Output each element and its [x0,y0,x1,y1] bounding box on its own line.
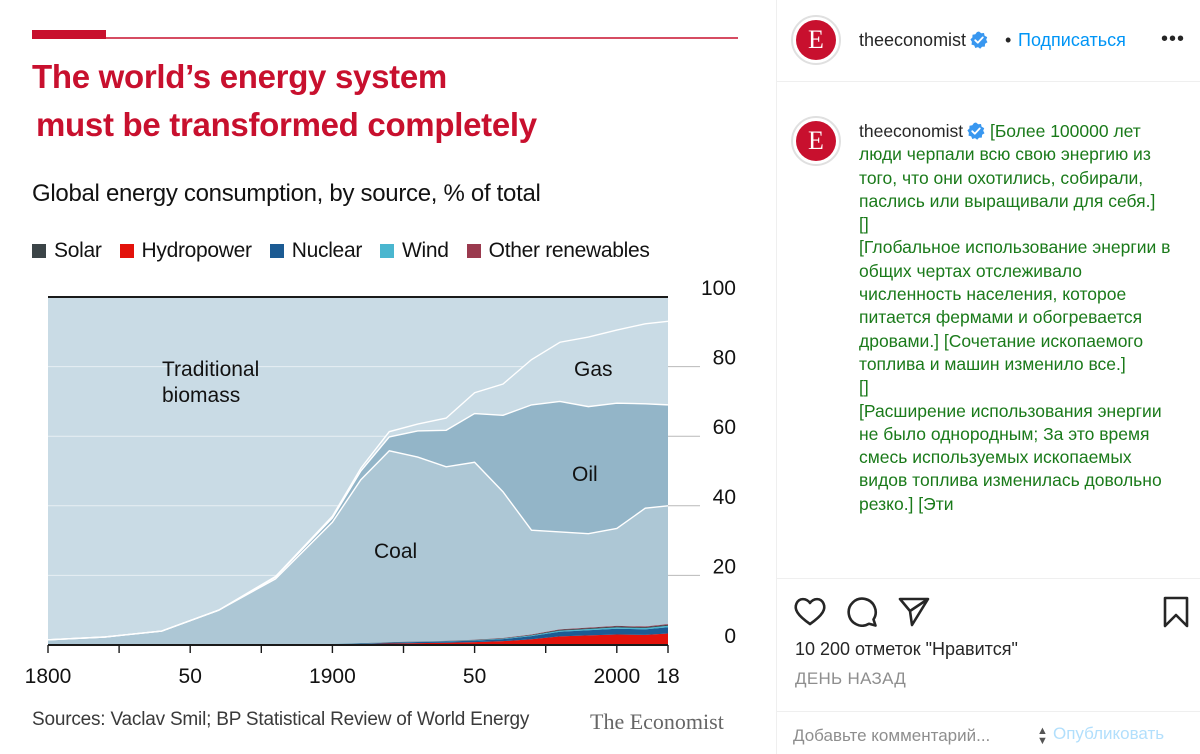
bookmark-icon[interactable] [1161,595,1191,629]
comment-bar: ▲▼ Опубликовать [777,711,1200,748]
brand-logo-text: The Economist [590,709,724,734]
header-separator-dot: • [1005,30,1012,50]
area-label-coal: Coal [374,540,417,563]
verified-badge-icon [970,31,988,49]
post-sidebar: E theeconomist • Подписаться ••• E theec… [776,0,1200,754]
caption-verified-badge-icon [967,122,985,140]
area-label-gas: Gas [574,358,613,381]
legend-wind: Wind [380,239,449,263]
plot-area: 100 80 60 40 20 0 1800 50 1900 50 2000 18 Traditiona… [25,277,736,688]
legend-swatch-solar [32,244,46,258]
heart-icon[interactable] [793,595,827,627]
comment-input[interactable] [793,724,1033,748]
area-hydropower [48,633,668,645]
x-tick-label: 50 [179,665,202,688]
legend-swatch-wind [380,244,395,258]
top-accent-bar [32,30,106,39]
avatar[interactable]: E [791,15,841,65]
post-header: E theeconomist • Подписаться ••• [777,0,1200,82]
x-tick-label: 18 [656,665,679,688]
caption-avatar[interactable]: E [791,116,841,166]
x-tick-label: 1900 [309,665,356,688]
publish-button[interactable]: Опубликовать [1053,724,1165,743]
legend-label-nuclear: Nuclear [291,239,363,262]
area-coal [48,450,668,645]
chart-image: 100 80 60 40 20 0 1800 50 1900 50 2000 18 Traditiona… [24,30,738,734]
chart-sources: Sources: Vaclav Smil; BP Statistical Rev… [32,709,530,730]
legend-hydropower: Hydropower [119,239,253,263]
boundary-gas [47,320,669,641]
caption-body: [Более 100000 лет люди черпали всю свою … [859,121,1171,514]
caption-avatar-letter: E [796,121,836,161]
legend-label-wind: Wind [402,239,449,262]
more-options-icon[interactable]: ••• [1161,28,1186,50]
legend-solar: Solar [32,239,102,263]
comment-icon[interactable] [845,595,879,627]
y-tick-label: 0 [724,625,736,648]
area-label-biomass: biomass [162,384,240,407]
legend-label-other-renewables: Other renewables [488,239,650,262]
headline-line-1: The world’s energy system [32,58,447,95]
action-bar: 10 200 отметок "Нравится" ДЕНЬ НАЗАД ▲▼ … [777,578,1200,748]
y-tick-label: 20 [713,555,736,578]
scroll-arrows-icon[interactable]: ▲ ▼ [1037,725,1048,747]
x-tick-label: 50 [463,665,486,688]
chart-legend: Solar Hydropower Nuclear Wind Other rene… [32,239,668,263]
header-username: theeconomist [859,30,967,50]
y-tick-label: 100 [701,277,736,300]
y-tick-label: 40 [713,486,736,509]
header-username-link[interactable]: theeconomist [859,30,988,51]
area-gas [48,321,668,640]
caption-text: theeconomist [Более 100000 лет люди черп… [859,120,1179,516]
likes-count[interactable]: 10 200 отметок "Нравится" [795,639,1018,659]
caption-username[interactable]: theeconomist [859,121,964,141]
legend-nuclear: Nuclear [269,239,363,263]
y-tick-label: 80 [713,347,736,370]
area-label-traditional: Traditional [162,358,259,381]
legend-label-hydropower: Hydropower [141,239,253,262]
post-timestamp: ДЕНЬ НАЗАД [795,669,907,688]
legend-other-renewables: Other renewables [466,239,650,263]
legend-swatch-nuclear [269,244,284,258]
legend-swatch-hydropower [119,244,134,258]
x-tick-label: 1800 [25,665,72,688]
chart-svg: 100 80 60 40 20 0 1800 50 1900 50 2000 18 Traditiona… [25,30,738,688]
area-label-oil: Oil [572,463,598,486]
legend-swatch-other-renewables [466,244,481,258]
headline-line-2: must be transformed completely [36,106,537,143]
share-icon[interactable] [897,595,931,627]
legend-label-solar: Solar [54,239,102,262]
x-tick-label: 2000 [593,665,640,688]
caption-area[interactable]: E theeconomist [Более 100000 лет люди че… [777,100,1200,572]
follow-button[interactable]: Подписаться [1018,30,1126,50]
area-nuclear [48,627,668,645]
avatar-letter: E [796,20,836,60]
chart-title: Global energy consumption, by source, % … [32,180,541,207]
y-tick-label: 60 [713,416,736,439]
area-oil [48,401,668,640]
